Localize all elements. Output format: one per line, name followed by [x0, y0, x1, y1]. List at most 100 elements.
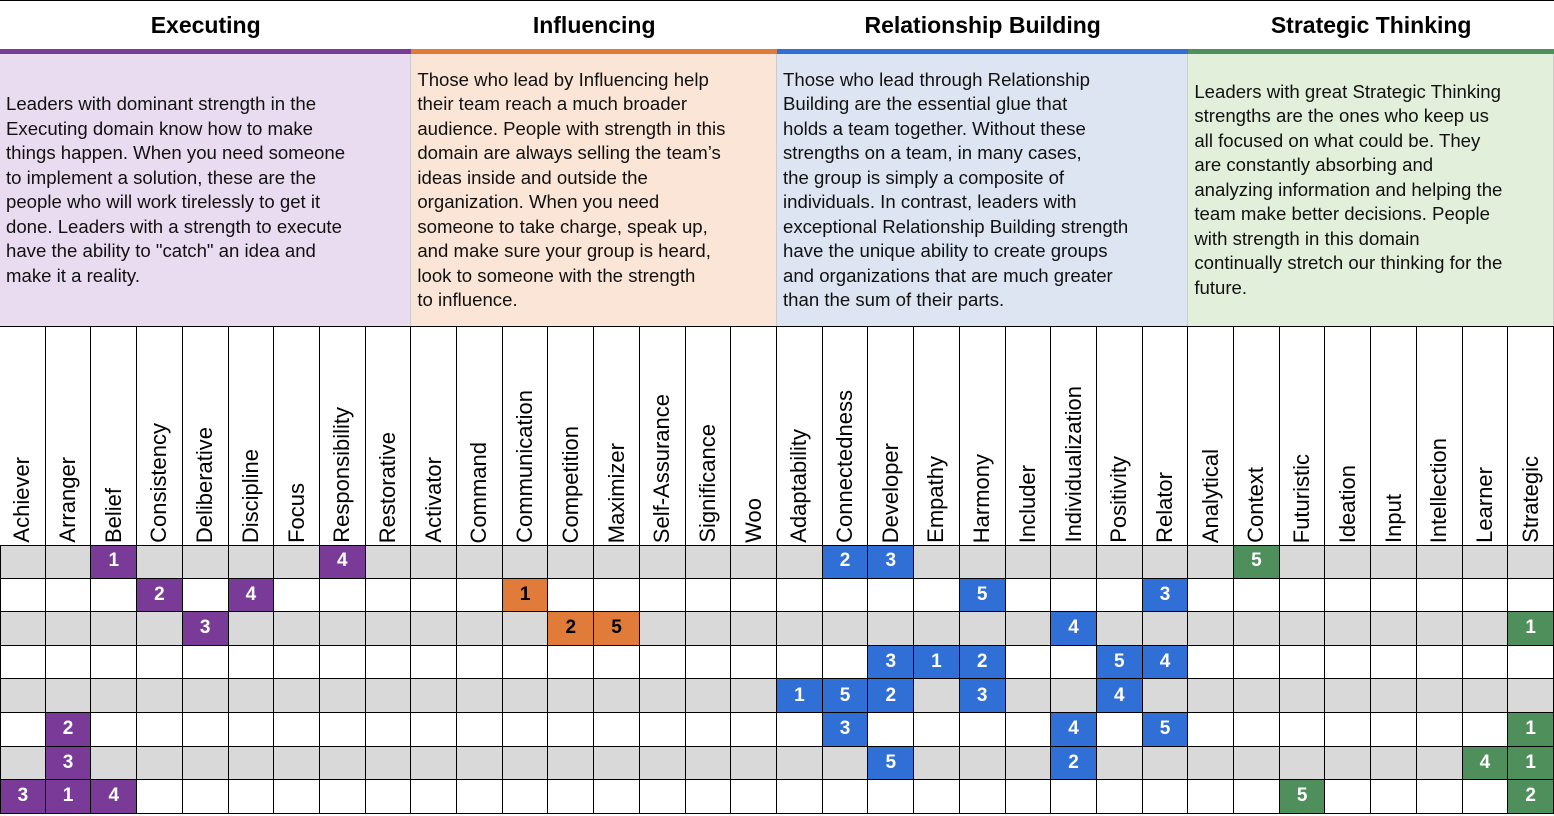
strength-label: Communication: [512, 390, 538, 543]
strength-header: Connectedness: [822, 326, 869, 545]
strength-label: Harmony: [969, 453, 995, 543]
description-line: organization. When you need: [417, 191, 660, 212]
empty-cell: [914, 746, 960, 781]
empty-cell: [594, 645, 640, 680]
empty-cell: [45, 612, 92, 646]
empty-cell: [777, 578, 823, 613]
empty-cell: [1416, 679, 1463, 713]
strength-header: Discipline: [228, 326, 275, 545]
rank-cell: 5: [959, 578, 1006, 613]
strength-header: Achiever: [0, 326, 46, 545]
rank-cell: 1: [91, 545, 138, 579]
empty-cell: [685, 645, 732, 680]
description-line: have the ability to "catch" an idea and: [6, 240, 316, 261]
strength-header: Self-Assurance: [639, 326, 686, 545]
description-line: Building are the essential glue that: [783, 93, 1068, 114]
empty-cell: [1096, 713, 1143, 747]
empty-cell: [1234, 713, 1280, 747]
strength-label: Individualization: [1060, 386, 1086, 543]
empty-cell: [1234, 578, 1280, 613]
description-line: Those who lead by Influencing help: [417, 68, 709, 90]
empty-cell: [914, 679, 960, 713]
empty-cell: [731, 612, 777, 646]
empty-cell: [137, 679, 183, 713]
description-line: Leaders with great Strategic Thinking: [1194, 80, 1501, 102]
empty-cell: [457, 679, 503, 713]
empty-cell: [1508, 545, 1554, 579]
rank-cell: 1: [914, 645, 960, 680]
empty-cell: [365, 545, 412, 579]
empty-cell: [777, 780, 823, 814]
strength-label: Context: [1243, 467, 1269, 543]
empty-cell: [502, 612, 549, 646]
empty-cell: [1462, 612, 1509, 646]
empty-cell: [137, 780, 183, 814]
strength-header: Input: [1371, 326, 1417, 545]
strength-header: Communication: [502, 326, 549, 545]
empty-cell: [959, 545, 1006, 579]
empty-cell: [457, 713, 503, 747]
empty-cell: [822, 645, 869, 680]
description-line: to implement a solution, these are the: [6, 166, 317, 188]
empty-cell: [411, 612, 458, 646]
empty-cell: [1051, 578, 1097, 613]
empty-cell: [1416, 612, 1463, 646]
rank-cell: 3: [182, 612, 229, 646]
empty-cell: [0, 612, 46, 646]
strength-label: Significance: [694, 424, 720, 543]
empty-cell: [548, 578, 595, 613]
strength-header: Command: [457, 326, 503, 545]
strength-header: Developer: [868, 326, 915, 545]
strength-header: Ideation: [1325, 326, 1372, 545]
rank-cell: 2: [822, 545, 869, 579]
empty-cell: [274, 746, 320, 781]
strength-label: Consistency: [146, 423, 172, 543]
empty-cell: [1188, 545, 1235, 579]
empty-cell: [274, 578, 320, 613]
rank-cell: 1: [502, 578, 549, 613]
strength-label: Learner: [1471, 467, 1497, 543]
empty-cell: [1416, 645, 1463, 680]
strength-label: Input: [1380, 494, 1406, 543]
description-line: analyzing information and helping the: [1194, 178, 1503, 200]
empty-cell: [1142, 545, 1189, 579]
empty-cell: [137, 645, 183, 680]
empty-cell: [685, 746, 732, 781]
empty-cell: [319, 780, 366, 814]
strength-header: Futuristic: [1279, 326, 1326, 545]
empty-cell: [274, 713, 320, 747]
empty-cell: [639, 746, 686, 781]
empty-cell: [1142, 679, 1189, 713]
empty-cell: [0, 746, 46, 781]
empty-cell: [1005, 746, 1052, 781]
empty-cell: [731, 645, 777, 680]
empty-cell: [182, 679, 229, 713]
description-line: someone to take charge, speak up,: [417, 215, 708, 237]
description-line: holds a team together. Without these: [783, 117, 1086, 139]
strength-header: Empathy: [914, 326, 960, 545]
empty-cell: [1096, 545, 1143, 579]
empty-cell: [1005, 679, 1052, 713]
strength-header: Responsibility: [319, 326, 366, 545]
empty-cell: [777, 612, 823, 646]
empty-cell: [411, 713, 458, 747]
empty-cell: [685, 545, 732, 579]
empty-cell: [365, 612, 412, 646]
empty-cell: [1462, 780, 1509, 814]
empty-cell: [1234, 645, 1280, 680]
empty-cell: [1325, 578, 1372, 613]
description-line: than the sum of their parts.: [783, 289, 1005, 310]
empty-cell: [639, 645, 686, 680]
empty-cell: [1416, 746, 1463, 781]
strength-label: Maximizer: [603, 442, 629, 543]
strength-header: Intellection: [1416, 326, 1463, 545]
empty-cell: [594, 746, 640, 781]
empty-cell: [1325, 679, 1372, 713]
empty-cell: [1371, 679, 1417, 713]
empty-cell: [594, 713, 640, 747]
empty-cell: [777, 545, 823, 579]
domain-bar: [0, 49, 412, 54]
empty-cell: [959, 612, 1006, 646]
empty-cell: [914, 713, 960, 747]
empty-cell: [1371, 578, 1417, 613]
